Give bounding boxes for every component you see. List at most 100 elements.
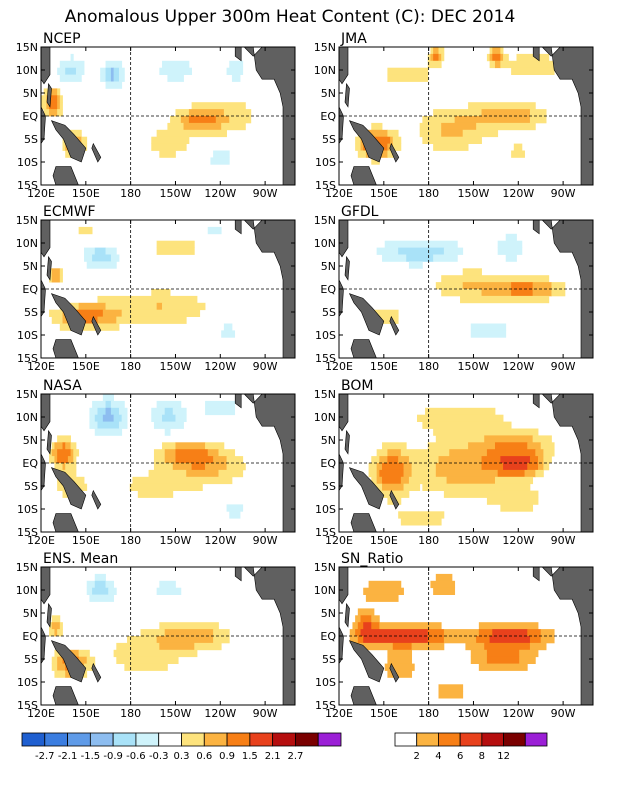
field-cell <box>360 629 429 637</box>
colorbar-swatch <box>524 732 548 747</box>
field-cell <box>188 109 225 117</box>
landmass <box>389 662 400 683</box>
field-cell <box>167 122 184 131</box>
field-cell <box>527 629 542 637</box>
field-cell <box>400 449 450 457</box>
field-cell <box>49 275 53 283</box>
colorbar-label: -1.5 <box>81 751 101 762</box>
field-cell <box>384 240 458 248</box>
field-cell <box>551 282 566 290</box>
field-cell <box>78 226 93 235</box>
y-tick-label: 15S <box>315 526 336 539</box>
plot-area: 120E 150E 180 150W 120W 90W 15N 10N 5N EQ 5S 10S 15S <box>314 41 594 200</box>
field-cell <box>110 74 115 82</box>
y-tick-label: 5S <box>24 480 38 493</box>
field-cell <box>478 622 539 630</box>
landmass <box>338 219 349 258</box>
x-tick-label: 120W <box>502 187 534 200</box>
field-cell <box>371 615 380 623</box>
field-cell <box>355 615 361 623</box>
field-cell <box>59 95 63 103</box>
field-cell <box>368 580 402 589</box>
field-cell <box>159 642 195 651</box>
field-cell <box>376 449 388 457</box>
colorbar-swatch <box>158 732 182 747</box>
field-cell <box>57 449 71 457</box>
colorbar-label: 8 <box>479 751 485 762</box>
field-cell <box>478 629 493 637</box>
y-tick-label: 10N <box>314 584 336 597</box>
field-cell <box>365 594 399 602</box>
y-tick-label: 15N <box>314 388 336 401</box>
field-cell <box>153 463 174 471</box>
field-cell <box>231 74 241 82</box>
colorbar-label: 0.9 <box>219 751 235 762</box>
field-cell <box>183 122 222 131</box>
field-cell <box>411 463 437 471</box>
field-cell <box>387 456 399 464</box>
field-cells <box>355 47 560 165</box>
colorbar-label: 0.6 <box>196 751 212 762</box>
colorbar-label: 2.1 <box>265 751 281 762</box>
field-cell <box>81 136 88 144</box>
y-tick-label: 10S <box>17 329 38 342</box>
colorbar-anomaly: -2.7 -2.1 -1.5 -0.9 -0.6 -0.3 0.3 0.6 0.9 1.5 2.1 2… <box>21 732 342 762</box>
colorbar-swatch <box>317 732 342 747</box>
plot-area: 120E 150E 180 150W 120W 90W 15N 10N 5N EQ 5S 10S 15S <box>16 41 296 200</box>
colorbar-label: 2 <box>414 751 420 762</box>
y-tick-label: 5S <box>322 653 336 666</box>
x-tick-label: 120E <box>27 187 55 200</box>
colorbar-swatch <box>394 732 418 747</box>
field-cell <box>535 469 544 478</box>
x-tick-label: 180 <box>120 187 141 200</box>
y-tick-label: EQ <box>22 283 38 296</box>
field-cell <box>105 81 123 89</box>
field-cell <box>500 53 504 62</box>
y-tick-label: EQ <box>320 457 336 470</box>
field-cell <box>59 469 77 478</box>
field-cell <box>382 483 404 491</box>
field-cell <box>188 116 217 124</box>
field-cell <box>486 449 536 457</box>
field-cell <box>127 636 158 644</box>
colorbar-label: 0.3 <box>174 751 190 762</box>
field-cell <box>57 656 63 664</box>
field-cell <box>172 407 187 416</box>
field-cell <box>438 47 445 55</box>
colorbar-ratio: 2 4 6 8 12 <box>394 732 548 762</box>
field-cell <box>159 580 176 589</box>
field-cell <box>97 316 117 324</box>
colorbar-label: 2.7 <box>287 751 303 762</box>
field-cell <box>51 615 61 623</box>
landmass <box>344 602 350 628</box>
field-cell <box>89 421 98 429</box>
field-cell <box>205 407 236 416</box>
landmass <box>344 82 350 108</box>
field-cell <box>400 476 410 485</box>
field-cell <box>540 629 555 637</box>
field-cell <box>441 53 445 62</box>
plot-area: 120E 150E 180 150W 120W 90W 15N 10N 5N EQ 5S 10S 15S <box>16 214 296 373</box>
field-cell <box>97 421 120 429</box>
colorbar-swatch <box>249 732 274 747</box>
field-cell <box>51 663 58 671</box>
field-cell <box>462 268 482 276</box>
field-cell <box>132 476 233 485</box>
landmass <box>40 393 51 432</box>
field-cell <box>49 449 53 457</box>
field-cell <box>59 102 63 110</box>
y-tick-label: 5N <box>23 87 38 100</box>
field-cell <box>221 330 236 338</box>
field-cell <box>551 289 566 297</box>
field-cell <box>384 663 415 671</box>
landmass <box>338 106 344 145</box>
y-tick-label: 10N <box>16 64 38 77</box>
field-cell <box>229 60 244 69</box>
field-cell <box>49 102 58 110</box>
panel-6: 120E 150E 180 150W 120W 90W 15N 10N 5N EQ 5S 10S 15S… <box>314 378 594 547</box>
field-cell <box>365 129 388 138</box>
field-cell <box>500 47 504 55</box>
landmass <box>350 166 377 186</box>
y-tick-label: 15S <box>315 179 336 192</box>
field-cell <box>470 649 488 658</box>
